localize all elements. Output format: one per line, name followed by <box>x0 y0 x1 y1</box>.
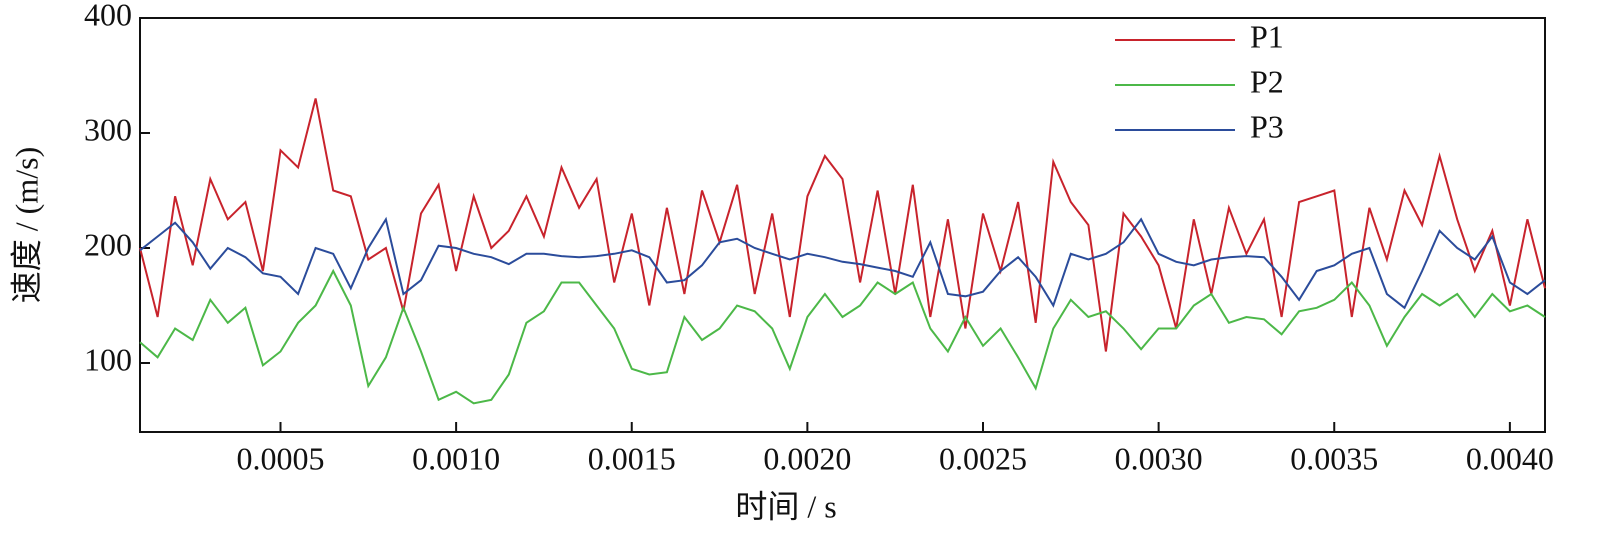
y-tick-label: 200 <box>84 226 132 262</box>
y-tick-label: 100 <box>84 341 132 377</box>
x-tick-label: 0.0035 <box>1290 440 1378 476</box>
x-tick-label: 0.0015 <box>588 440 676 476</box>
x-tick-label: 0.0040 <box>1466 440 1554 476</box>
y-axis-title: 速度 / (m/s) <box>8 147 44 303</box>
x-tick-label: 0.0005 <box>237 440 325 476</box>
y-tick-label: 300 <box>84 111 132 147</box>
x-tick-label: 0.0020 <box>763 440 851 476</box>
legend-label: P2 <box>1250 63 1284 99</box>
x-tick-label: 0.0025 <box>939 440 1027 476</box>
x-axis-title: 时间 / s <box>735 488 836 524</box>
series-line <box>139 268 1546 405</box>
y-tick-label: 400 <box>84 0 132 32</box>
x-tick-label: 0.0010 <box>412 440 500 476</box>
x-tick-label: 0.0030 <box>1115 440 1203 476</box>
series-line <box>139 98 1546 352</box>
legend-label: P3 <box>1250 108 1284 144</box>
legend-label: P1 <box>1250 18 1284 54</box>
plot-frame <box>139 17 1546 433</box>
series-line <box>139 216 1546 310</box>
